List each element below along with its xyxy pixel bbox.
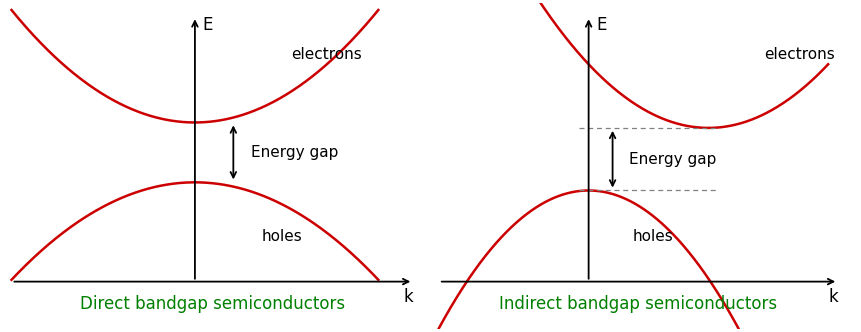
Text: electrons: electrons	[291, 47, 362, 62]
Text: Indirect bandgap semiconductors: Indirect bandgap semiconductors	[499, 295, 777, 313]
Text: Energy gap: Energy gap	[251, 145, 338, 160]
Text: electrons: electrons	[765, 47, 835, 62]
Text: k: k	[828, 289, 838, 306]
Text: Direct bandgap semiconductors: Direct bandgap semiconductors	[80, 295, 345, 313]
Text: holes: holes	[261, 229, 302, 244]
Text: k: k	[404, 289, 413, 306]
Text: Energy gap: Energy gap	[629, 152, 716, 167]
Text: holes: holes	[633, 229, 673, 244]
Text: E: E	[201, 16, 213, 35]
Text: E: E	[597, 16, 607, 35]
